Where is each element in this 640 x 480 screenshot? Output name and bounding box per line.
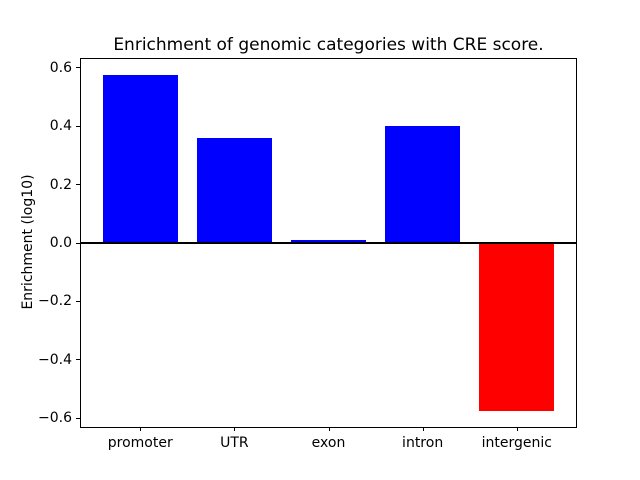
y-tick-label: 0.6 [49, 59, 72, 76]
plot-area [80, 58, 577, 428]
bar-UTR [196, 137, 273, 243]
x-tick-mark [328, 427, 330, 431]
y-tick-mark [76, 300, 80, 302]
y-tick-label: 0.4 [49, 118, 72, 134]
x-tick-label-intron: intron [402, 435, 444, 451]
y-tick-label: −0.2 [38, 293, 72, 310]
y-tick-label: −0.6 [38, 410, 72, 427]
y-tick-mark [76, 184, 80, 185]
bar-exon [290, 240, 367, 243]
y-tick-mark [76, 242, 80, 244]
x-tick-label-exon: exon [311, 435, 346, 451]
x-tick-mark [422, 427, 424, 431]
x-tick-label-UTR: UTR [220, 435, 249, 451]
chart-title: Enrichment of genomic categories with CR… [113, 35, 544, 55]
y-tick-mark [76, 125, 80, 127]
x-tick-label-promoter: promoter [107, 435, 173, 451]
bar-intron [384, 126, 461, 243]
x-tick-label-intergenic: intergenic [481, 435, 552, 451]
x-tick-mark [234, 427, 236, 431]
bar-promoter [102, 74, 178, 243]
x-tick-mark [140, 427, 142, 431]
bar-intergenic [479, 243, 555, 412]
y-tick-mark [76, 417, 80, 419]
x-tick-mark [516, 427, 518, 431]
y-tick-label: 0.2 [49, 176, 72, 193]
y-tick-mark [76, 67, 80, 68]
y-tick-mark [76, 359, 80, 361]
y-tick-label: 0.0 [49, 235, 72, 251]
y-tick-label: −0.4 [38, 351, 72, 368]
zero-line [81, 242, 576, 244]
